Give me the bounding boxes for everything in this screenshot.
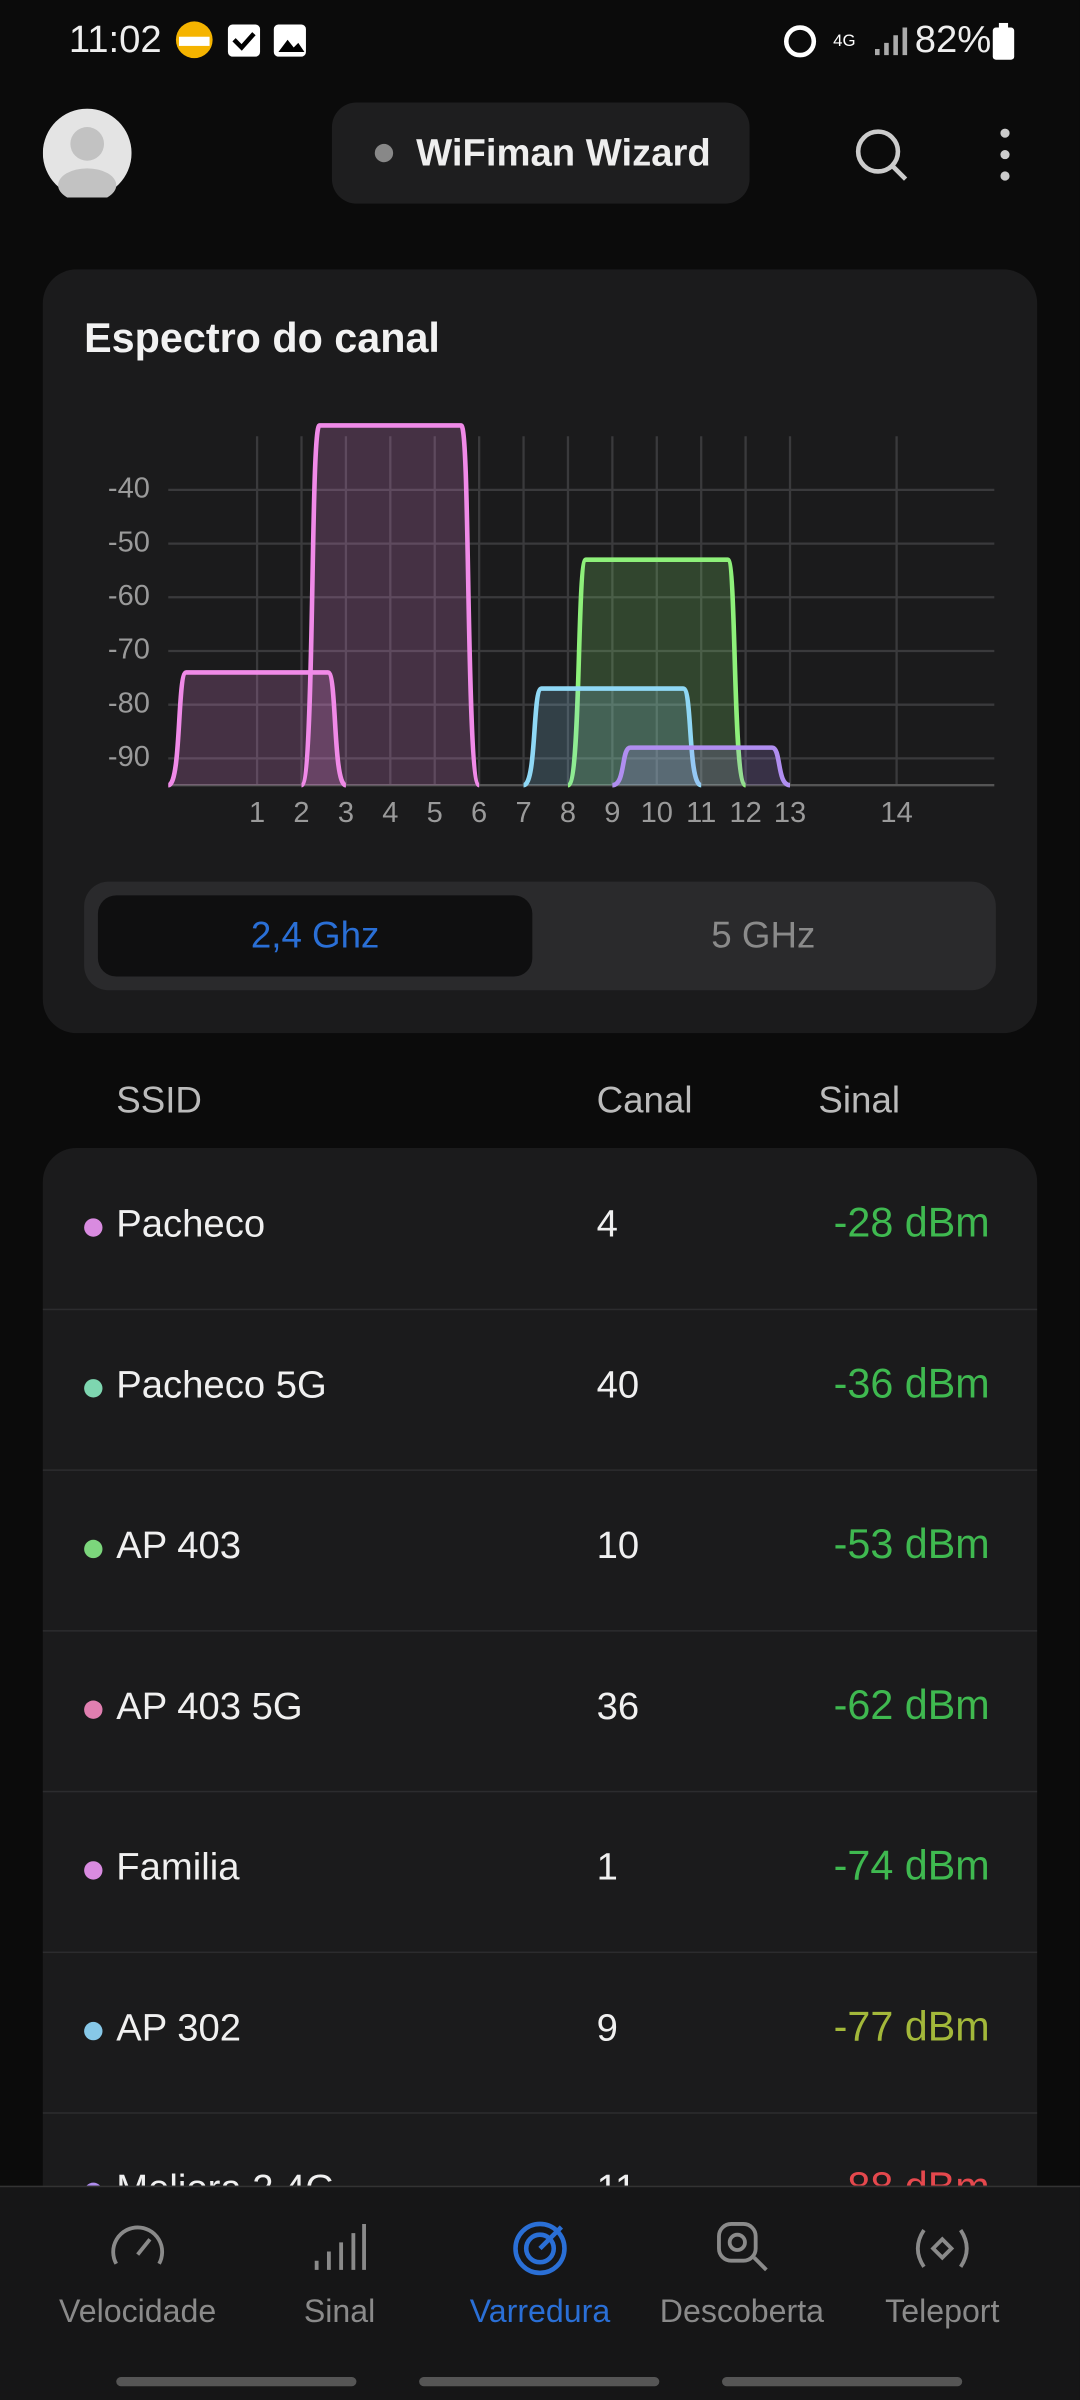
signal: -77 dBm xyxy=(833,2003,990,2050)
nav-icon xyxy=(717,2222,768,2272)
battery-icon xyxy=(992,22,1015,60)
network-row[interactable]: Pacheco 4 -28 dBm xyxy=(42,1148,1038,1311)
channel: 1 xyxy=(596,1845,618,1889)
network-list: Pacheco 4 -28 dBm Pacheco 5G 40 -36 dBm AP 403… xyxy=(42,1147,1038,2373)
site-selector[interactable]: WiFiman Wizard xyxy=(331,102,750,204)
signal: -36 dBm xyxy=(833,1360,990,1407)
x-tick-label: 3 xyxy=(338,797,354,829)
signal: -74 dBm xyxy=(833,1842,990,1889)
y-tick-label: -80 xyxy=(108,687,150,719)
avatar[interactable] xyxy=(42,108,132,198)
channel: 40 xyxy=(596,1363,640,1407)
ssid: AP 403 5G xyxy=(116,1685,303,1729)
x-tick-label: 2 xyxy=(293,797,309,829)
y-tick-label: -50 xyxy=(108,526,150,558)
search-button[interactable] xyxy=(852,126,910,184)
x-tick-label: 9 xyxy=(604,797,620,829)
y-tick-label: -70 xyxy=(108,634,150,666)
band-toggle: 2,4 Ghz 5 GHz xyxy=(84,881,996,991)
y-tick-label: -90 xyxy=(108,741,150,773)
x-tick-label: 14 xyxy=(880,797,912,829)
gesture-bar xyxy=(722,2377,963,2387)
x-tick-label: 4 xyxy=(382,797,398,829)
nav-label: Velocidade xyxy=(59,2294,217,2330)
signal: -62 dBm xyxy=(833,1682,990,1729)
status-dot xyxy=(374,143,394,163)
channel-curve xyxy=(565,557,748,788)
ssid: Familia xyxy=(116,1845,240,1889)
x-tick-label: 6 xyxy=(471,797,487,829)
column-header: Canal xyxy=(596,1080,693,1122)
channel: 36 xyxy=(596,1685,640,1729)
x-tick-label: 8 xyxy=(560,797,576,829)
channel: 9 xyxy=(596,2006,618,2050)
header-title: WiFiman Wizard xyxy=(416,131,711,175)
y-tick-label: -60 xyxy=(108,580,150,612)
tab-inactive[interactable]: 5 GHz xyxy=(711,915,816,957)
nav-icon xyxy=(915,2229,969,2268)
x-tick-label: 12 xyxy=(729,797,761,829)
gesture-bar xyxy=(116,2377,357,2387)
column-header: SSID xyxy=(116,1080,202,1122)
nav-label: Descoberta xyxy=(659,2294,825,2330)
spectrum-chart: -40-50-60-70-80-901 2 3 4 5 6 7 8 9 10 11 12 13 14 xyxy=(108,423,995,829)
signal: -28 dBm xyxy=(833,1199,990,1246)
nav-label: Varredura xyxy=(469,2294,611,2330)
status-time: 11:02 xyxy=(68,18,162,62)
network-dot xyxy=(84,2021,103,2041)
channel: 10 xyxy=(596,1524,640,1568)
nav-icon xyxy=(314,2223,366,2270)
ssid: AP 302 xyxy=(116,2006,242,2050)
channel-curve xyxy=(299,423,482,788)
card-title: Espectro do canal xyxy=(84,315,440,362)
x-tick-label: 13 xyxy=(774,797,806,829)
network-dot xyxy=(84,1379,103,1398)
channel-curve xyxy=(522,686,703,788)
network-row[interactable]: AP 302 9 -77 dBm xyxy=(42,1952,1038,2114)
nav-icon xyxy=(111,2225,165,2265)
nav-label: Sinal xyxy=(303,2294,376,2330)
gesture-bar xyxy=(419,2377,660,2387)
network-dot xyxy=(84,1700,103,1719)
network-row[interactable]: AP 403 10 -53 dBm xyxy=(42,1469,1038,1632)
x-tick-label: 10 xyxy=(641,797,673,829)
svg-text:4G: 4G xyxy=(833,31,855,50)
status-battery: 82% xyxy=(914,18,992,62)
channel-curve xyxy=(166,670,348,788)
ssid: Pacheco 5G xyxy=(116,1363,327,1407)
status-icons xyxy=(175,21,306,59)
network-row[interactable]: AP 403 5G 36 -62 dBm xyxy=(42,1630,1038,1793)
menu-button[interactable] xyxy=(994,126,1015,184)
nav-label: Teleport xyxy=(885,2294,1000,2330)
ssid: AP 403 xyxy=(116,1524,242,1568)
x-tick-label: 1 xyxy=(249,797,265,829)
network-row[interactable]: Pacheco 5G 40 -36 dBm xyxy=(42,1309,1038,1471)
ssid: Pacheco xyxy=(116,1203,266,1246)
spectrum-card: Espectro do canal -40 -50 -60 -70 -80 -90 1 2 3 4… xyxy=(42,269,1038,1034)
channel: 4 xyxy=(596,1203,618,1246)
x-tick-label: 11 xyxy=(686,797,716,829)
column-header: Sinal xyxy=(818,1080,901,1122)
network-dot xyxy=(84,1218,103,1237)
signal: -53 dBm xyxy=(833,1521,990,1568)
network-dot xyxy=(84,1861,103,1880)
x-tick-label: 7 xyxy=(515,797,531,829)
channel-curve xyxy=(611,745,791,788)
network-dot xyxy=(84,1539,103,1559)
network-row[interactable]: Familia 1 -74 dBm xyxy=(42,1791,1038,1954)
nav-icon xyxy=(513,2221,567,2276)
y-tick-label: -40 xyxy=(108,473,150,505)
x-tick-label: 5 xyxy=(427,797,443,829)
tab-active[interactable]: 2,4 Ghz xyxy=(97,895,533,977)
status-right-icons: 4G xyxy=(783,25,908,58)
bottom-nav: Velocidade Sinal Varredura Descoberta Te… xyxy=(0,2185,1080,2400)
